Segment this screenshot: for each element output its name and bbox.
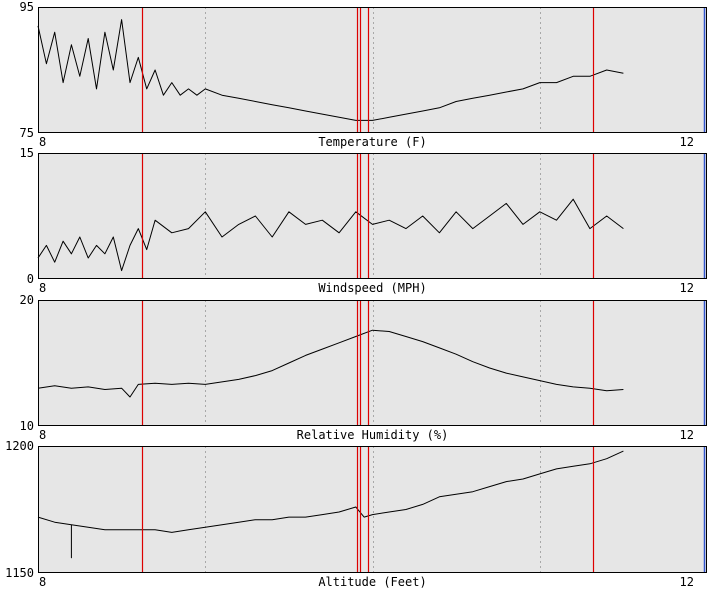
temperature-x-tick-end: 12 <box>680 135 694 149</box>
altitude-y-tick-min: 1150 <box>5 566 34 580</box>
altitude-series-line-0 <box>37 450 624 559</box>
altitude-plot-frame <box>38 446 707 573</box>
temperature-y-tick-min: 75 <box>20 126 34 140</box>
relative-plot-frame <box>38 300 707 426</box>
windspeed-plot-frame <box>38 153 707 279</box>
relative-y-tick-min: 10 <box>20 419 34 433</box>
windspeed-x-tick-end: 12 <box>680 281 694 295</box>
temperature-axis-label: Temperature (F) <box>318 135 426 149</box>
relative-plot-area <box>38 300 707 426</box>
altitude-x-tick-end: 12 <box>680 575 694 589</box>
temperature-y-tick-max: 95 <box>20 0 34 14</box>
relative-x-tick-start: 8 <box>39 428 46 442</box>
windspeed-plot-area <box>38 153 707 279</box>
altitude-x-tick-start: 8 <box>39 575 46 589</box>
altitude-plot-area <box>38 446 707 573</box>
windspeed-y-tick-min: 0 <box>27 272 34 286</box>
relative-series-line-0 <box>37 329 624 398</box>
windspeed-y-tick-max: 15 <box>20 146 34 160</box>
temperature-plot-frame <box>38 7 707 133</box>
temperature-plot-area <box>38 7 707 133</box>
relative-x-tick-end: 12 <box>680 428 694 442</box>
windspeed-series-line-0 <box>37 198 624 272</box>
altitude-axis-label: Altitude (Feet) <box>318 575 426 589</box>
altitude-y-tick-max: 1200 <box>5 439 34 453</box>
relative-axis-label: Relative Humidity (%) <box>297 428 449 442</box>
windspeed-x-tick-start: 8 <box>39 281 46 295</box>
windspeed-axis-label: Windspeed (MPH) <box>318 281 426 295</box>
temperature-series-line-0 <box>37 19 624 121</box>
temperature-x-tick-start: 8 <box>39 135 46 149</box>
relative-y-tick-max: 20 <box>20 293 34 307</box>
